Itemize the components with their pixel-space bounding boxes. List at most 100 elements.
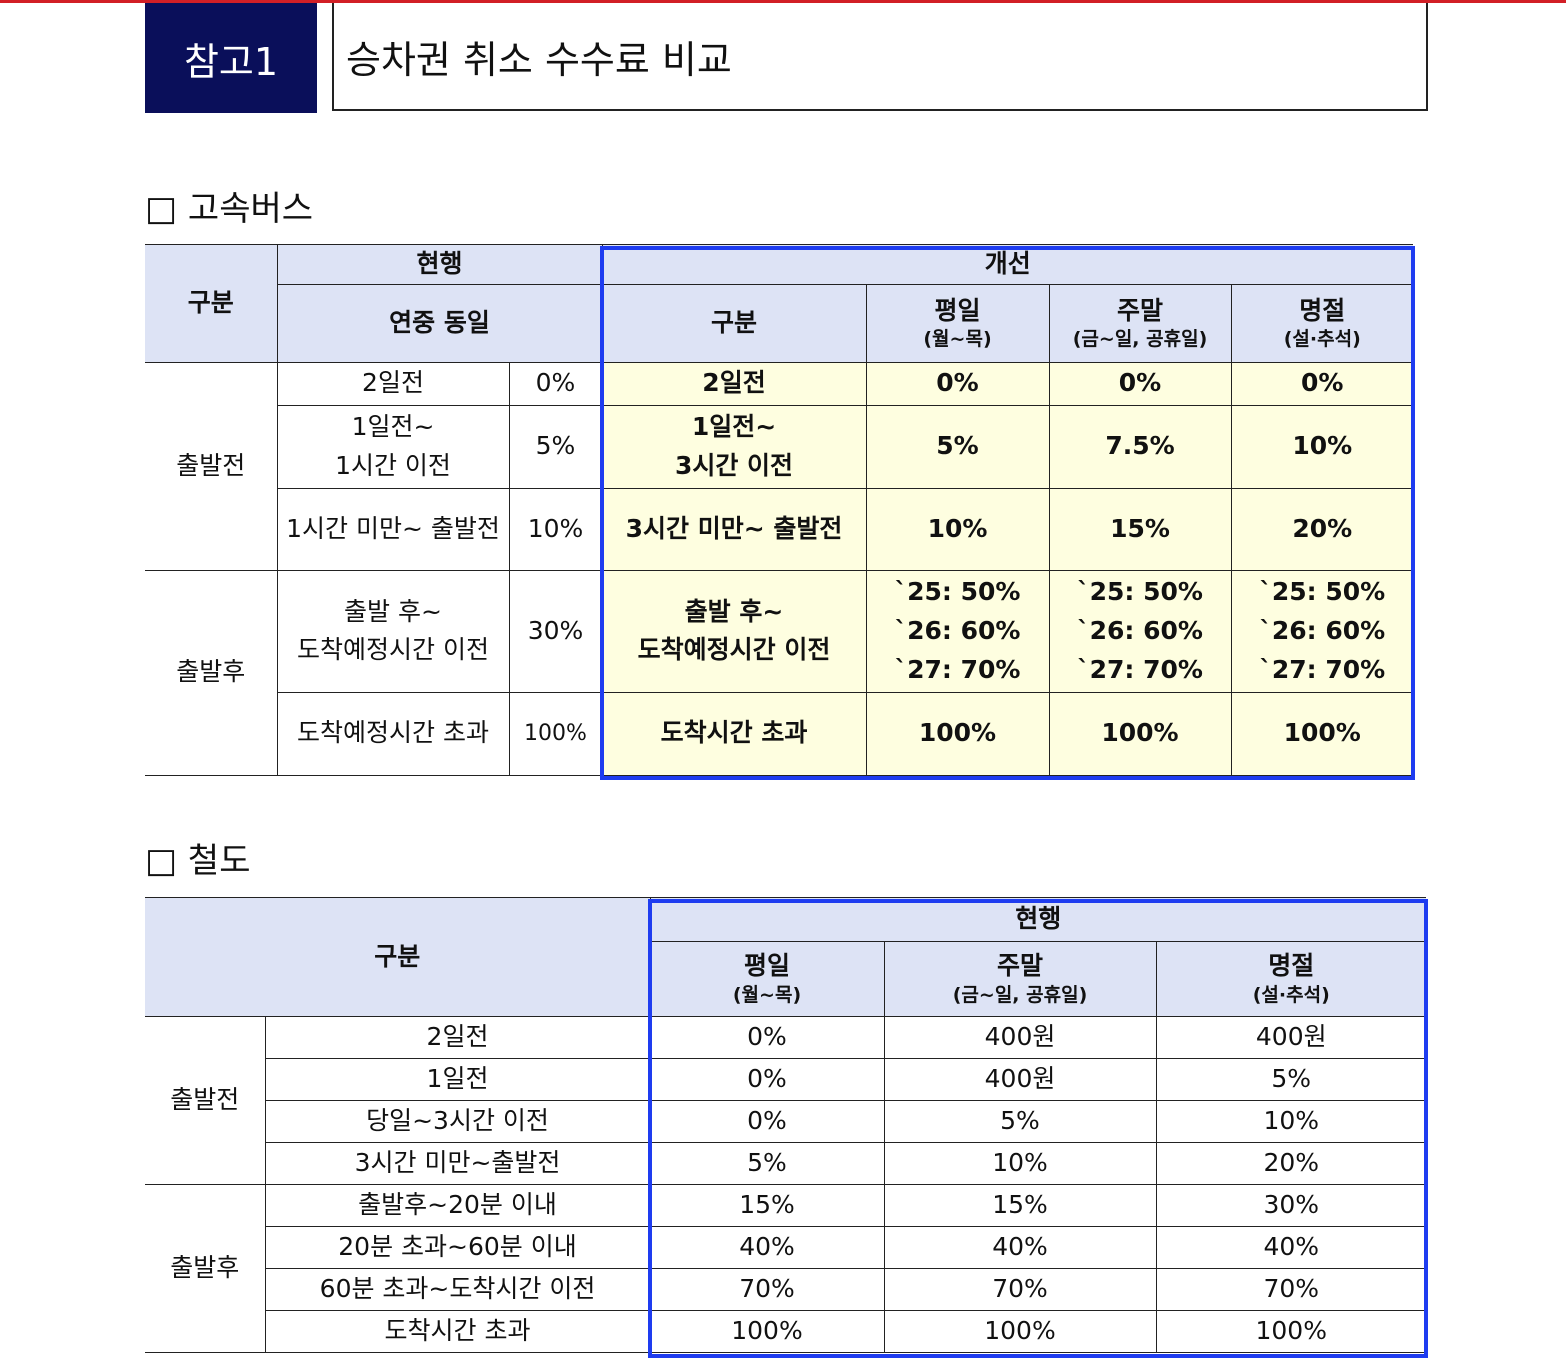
table-cell: 2일전 [276, 361, 510, 406]
data-row: 출발후 출발 후~ 도착예정시간 이전 30% 출발 후~ 도착예정시간 이전 `25:… [145, 569, 1413, 776]
column-sub: (금~일, 공휴일) [1072, 328, 1208, 351]
column-sub: (월~목) [923, 328, 992, 351]
column-header: 주말 (금~일, 공휴일) [883, 941, 1157, 1017]
table-cell: 0% [649, 1016, 885, 1059]
table-cell: 0% [865, 361, 1050, 406]
group-cell: 출발후 [145, 569, 278, 776]
table-cell: 100% [1155, 1310, 1426, 1353]
table-cell: 10% [865, 487, 1050, 571]
table-cell: 1시간 미만~ 출발전 [277, 487, 510, 571]
table-cell: 60분 초과~도착시간 이전 [265, 1268, 651, 1311]
table-cell: 10% [883, 1142, 1157, 1185]
header-cell: 연중 동일 [277, 283, 603, 363]
table-cell: 5% [508, 404, 603, 489]
data-row: 출발후 출발후~20분 이내 15% 15% 30% [145, 1184, 1426, 1353]
data-row: 3시간 미만~출발전 5% 10% 20% [145, 1142, 1426, 1185]
group-cell: 출발전 [145, 361, 278, 571]
table-cell: 70% [649, 1268, 885, 1311]
doc-title: 승차권 취소 수수료 비교 [332, 3, 1428, 111]
column-header: 주말 (금~일, 공휴일) [1048, 283, 1232, 363]
table-cell: 출발 후~ 도착예정시간 이전 [276, 569, 510, 693]
header-cell: 현행 [276, 244, 603, 285]
table-cell: 40% [649, 1226, 885, 1269]
data-row: 1일전~ 1시간 이전 5% 1일전~ 3시간 이전 5% 7.5% 10% [145, 404, 1413, 489]
table-cell: 70% [1155, 1268, 1426, 1311]
column-sub: (월~목) [732, 983, 802, 1006]
header-row: 연중 동일 구분 평일 (월~목) 주말 (금~일, 공휴일) 명절 (설·추석) [145, 283, 1413, 363]
header-cell: 구분 [601, 283, 867, 363]
table-cell: 20분 초과~60분 이내 [265, 1226, 651, 1269]
column-name: 명절 [1299, 295, 1346, 325]
section-heading: □ 고속버스 [145, 189, 314, 229]
table-cell: 5% [1155, 1058, 1426, 1101]
table-cell: 3시간 미만~출발전 [265, 1142, 651, 1185]
table-cell: 40% [883, 1226, 1157, 1269]
table-cell: 출발 후~ 도착예정시간 이전 [601, 569, 867, 693]
table-cell: 도착시간 초과 [601, 691, 867, 776]
table-cell: 10% [1155, 1100, 1426, 1143]
table-cell: 400원 [883, 1016, 1157, 1059]
header-cell: 현행 [649, 897, 1426, 942]
table-cell: 20% [1230, 487, 1413, 571]
table-cell: 도착시간 초과 [265, 1310, 651, 1353]
data-row: 도착예정시간 초과 100% 도착시간 초과 100% 100% 100% [145, 691, 1413, 776]
table-cell: 2일전 [601, 361, 867, 406]
table-cell: 0% [1230, 361, 1413, 406]
section-heading: □ 철도 [145, 841, 251, 881]
ref-label: 참고1 [145, 3, 317, 113]
table-cell: 1일전 [265, 1058, 651, 1101]
table-cell: 5% [883, 1100, 1157, 1143]
table-cell: 출발후~20분 이내 [264, 1184, 651, 1227]
rail-table: 구분 현행 평일 (월~목) 주말 (금~일, 공휴일) 명절 (설·추석) 출발전 2일전 0% 4… [145, 897, 1426, 1353]
group-cell: 출발후 [145, 1184, 266, 1353]
column-sub: (금~일, 공휴일) [952, 983, 1088, 1006]
table-cell: 5% [865, 404, 1050, 489]
data-row: 1일전 0% 400원 5% [145, 1058, 1426, 1101]
data-row: 도착시간 초과 100% 100% 100% [145, 1310, 1426, 1353]
table-cell: 100% [649, 1310, 885, 1353]
table-cell: 0% [508, 361, 603, 406]
table-cell: 15% [1048, 487, 1232, 571]
table-cell: 100% [865, 691, 1050, 776]
column-header: 명절 (설·추석) [1155, 941, 1426, 1017]
header-row: 구분 현행 [145, 897, 1426, 1017]
column-name: 명절 [1268, 951, 1315, 981]
table-cell: 70% [883, 1268, 1157, 1311]
column-header: 평일 (월~목) [650, 941, 885, 1017]
data-row: 당일~3시간 이전 0% 5% 10% [145, 1100, 1426, 1143]
table-cell: 40% [1155, 1226, 1426, 1269]
table-cell: 15% [649, 1184, 885, 1227]
header-cell: 구분 [145, 244, 278, 363]
table-cell: 20% [1155, 1142, 1426, 1185]
table-cell: 30% [1155, 1184, 1426, 1227]
column-header: 명절 (설·추석) [1230, 283, 1413, 363]
table-cell: 7.5% [1048, 404, 1232, 489]
data-row: 출발전 2일전 0% 400원 400원 [145, 1016, 1426, 1185]
table-cell: 당일~3시간 이전 [265, 1100, 651, 1143]
table-cell: 0% [649, 1100, 885, 1143]
table-cell: 30% [508, 569, 603, 693]
header-cell: 개선 [601, 244, 1413, 285]
table-cell: 10% [508, 487, 603, 571]
column-name: 평일 [934, 295, 981, 325]
table-cell: 10% [1230, 404, 1413, 489]
table-cell: `25: 50% `26: 60% `27: 70% [865, 569, 1050, 693]
column-sub: (설·추석) [1283, 328, 1361, 351]
data-row: 1시간 미만~ 출발전 10% 3시간 미만~ 출발전 10% 15% 20% [145, 487, 1413, 571]
column-header: 평일 (월~목) [865, 283, 1050, 363]
table-cell: 도착예정시간 초과 [277, 691, 510, 776]
table-cell: 0% [649, 1058, 885, 1101]
data-row: 60분 초과~도착시간 이전 70% 70% 70% [145, 1268, 1426, 1311]
header-row: 구분 현행 개선 [145, 244, 1413, 363]
table-cell: 100% [1048, 691, 1232, 776]
table-cell: 1일전~ 1시간 이전 [277, 404, 510, 489]
table-cell: 400원 [883, 1058, 1157, 1101]
table-cell: `25: 50% `26: 60% `27: 70% [1048, 569, 1232, 693]
table-cell: 2일전 [264, 1016, 651, 1059]
header-cell: 구분 [145, 897, 651, 1017]
table-cell: 15% [883, 1184, 1157, 1227]
column-sub: (설·추석) [1252, 983, 1330, 1006]
table-cell: 5% [649, 1142, 885, 1185]
bus-table: 구분 현행 개선 연중 동일 구분 평일 (월~목) 주말 (금~일, 공휴일) 명절 (설·추석)… [145, 244, 1413, 776]
